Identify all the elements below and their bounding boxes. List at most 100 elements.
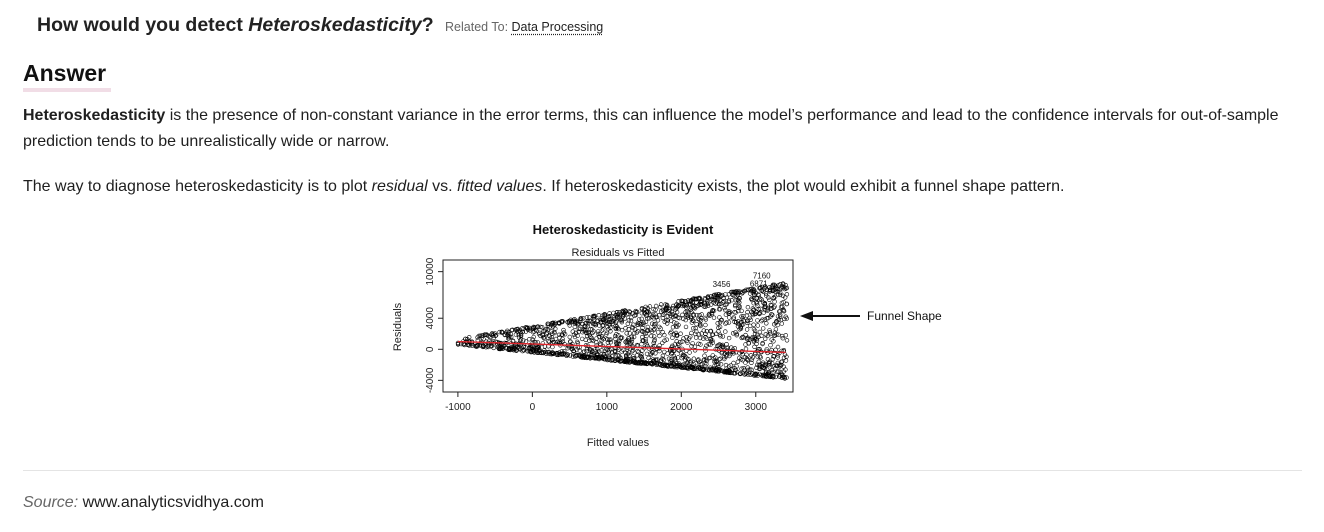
scatter-point [574, 352, 580, 358]
scatter-point [627, 331, 633, 336]
scatter-point [760, 360, 766, 365]
scatter-point [602, 312, 608, 317]
scatter-point [689, 365, 695, 371]
scatter-point [777, 314, 783, 319]
scatter-point [712, 294, 718, 299]
scatter-point [638, 359, 643, 365]
scatter-point [762, 304, 767, 310]
scatter-point [743, 360, 748, 365]
scatter-point [644, 342, 649, 347]
scatter-point [483, 332, 488, 337]
scatter-point [774, 332, 779, 337]
scatter-point [607, 316, 613, 322]
scatter-point [756, 311, 762, 316]
scatter-point [691, 318, 696, 324]
scatter-point [775, 344, 781, 350]
scatter-point [754, 365, 759, 370]
scatter-point [649, 321, 655, 326]
scatter-point [782, 375, 787, 380]
scatter-point [711, 356, 716, 361]
scatter-point [698, 323, 703, 329]
scatter-point [641, 329, 647, 335]
scatter-point [660, 356, 665, 361]
residuals-vs-fitted-chart: Heteroskedasticity is Evident Residuals … [392, 222, 942, 449]
scatter-point [738, 289, 743, 295]
scatter-point [736, 305, 741, 311]
scatter-point [629, 336, 635, 342]
scatter-point [711, 315, 717, 320]
scatter-point [776, 332, 781, 337]
scatter-point [759, 373, 764, 378]
scatter-point [654, 346, 659, 352]
scatter-point [730, 331, 736, 336]
y-axis-label: Residuals [392, 302, 404, 351]
scatter-point [580, 336, 585, 342]
scatter-point [584, 330, 590, 336]
scatter-point [709, 310, 715, 315]
related-link-data-processing[interactable]: Data Processing [511, 20, 604, 34]
scatter-point [657, 333, 662, 339]
scatter-point [710, 308, 715, 314]
source-label: Source: [23, 494, 79, 511]
scatter-point [616, 347, 622, 352]
scatter-point [551, 322, 557, 327]
scatter-point [697, 366, 703, 371]
scatter-point [780, 281, 786, 286]
scatter-point [735, 359, 741, 365]
scatter-point [657, 362, 663, 368]
scatter-point [519, 331, 524, 336]
scatter-point [739, 366, 744, 371]
scatter-point [610, 319, 615, 324]
scatter-point [568, 339, 573, 345]
scatter-point [652, 338, 657, 344]
scatter-point [784, 338, 790, 343]
scatter-point [757, 354, 763, 359]
scatter-point [626, 311, 631, 317]
scatter-point [746, 287, 751, 293]
scatter-point [644, 351, 650, 357]
scatter-point [570, 346, 575, 351]
scatter-point [631, 356, 636, 361]
scatter-point [614, 314, 620, 320]
scatter-point [775, 355, 780, 360]
scatter-point [771, 339, 776, 344]
scatter-point [721, 296, 726, 301]
scatter-point [776, 369, 781, 374]
scatter-point [673, 330, 679, 336]
scatter-point [665, 321, 670, 326]
scatter-point [643, 360, 648, 365]
scatter-point [527, 336, 532, 342]
outlier-label: 7160 [753, 272, 771, 281]
scatter-point [763, 304, 768, 309]
scatter-point [560, 339, 566, 344]
trend-line [457, 340, 786, 354]
scatter-point [539, 350, 544, 355]
scatter-point [594, 339, 599, 345]
scatter-point [628, 359, 634, 365]
scatter-point [737, 304, 742, 310]
scatter-point [783, 367, 788, 372]
scatter-point [652, 322, 657, 327]
scatter-point [738, 325, 743, 330]
scatter-point [685, 340, 690, 345]
scatter-point [525, 326, 530, 331]
scatter-point [754, 341, 759, 347]
scatter-point [572, 324, 578, 330]
scatter-point [770, 282, 776, 288]
scatter-point [639, 354, 644, 360]
scatter-point [652, 326, 657, 332]
scatter-point [717, 307, 723, 312]
scatter-point [560, 352, 566, 357]
scatter-point [771, 296, 776, 301]
scatter-point [755, 318, 760, 323]
scatter-point [604, 330, 610, 336]
scatter-point [599, 316, 605, 321]
x-tick-label: 0 [530, 402, 536, 413]
scatter-point [768, 306, 773, 311]
scatter-point [488, 335, 493, 340]
scatter-point [752, 373, 757, 378]
scatter-point [699, 312, 704, 317]
scatter-point [767, 297, 772, 303]
scatter-point [623, 325, 628, 331]
scatter-point [606, 317, 612, 323]
